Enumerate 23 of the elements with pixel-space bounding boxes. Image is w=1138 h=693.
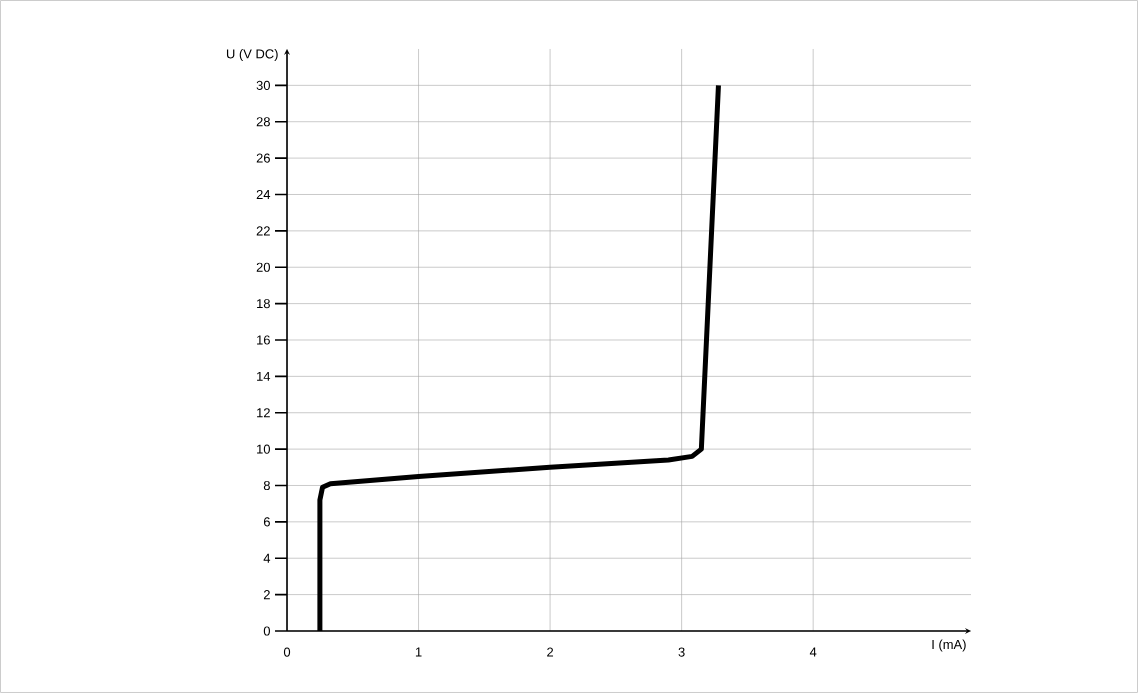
y-tick-label: 8 [263,480,270,491]
x-tick-label: 1 [415,647,422,657]
y-tick-label: 10 [257,444,270,454]
x-axis-title: I (mA) [932,639,966,652]
y-tick-label: 6 [263,517,270,527]
x-tick-label: 0 [283,647,291,657]
y-tick-label: 4 [263,553,271,563]
y-tick-label: 16 [257,335,270,345]
y-tick-label: 2 [263,590,270,600]
y-tick-label: 26 [256,153,270,163]
y-tick-label: 18 [257,299,270,309]
y-tick-label: 12 [257,408,270,418]
y-tick-label: 0 [263,626,270,636]
y-axis-title: U (V DC) [226,48,278,62]
y-tick-label: 14 [257,371,271,381]
x-tick-label: 3 [678,647,685,657]
y-tick-label: 22 [256,226,270,236]
y-tick-label: 28 [256,117,270,127]
x-tick-label: 2 [547,647,554,657]
y-tick-label: 30 [256,80,270,90]
y-tick-label: 20 [256,262,270,272]
x-tick-label: 4 [809,647,817,657]
y-tick-label: 24 [256,189,271,200]
